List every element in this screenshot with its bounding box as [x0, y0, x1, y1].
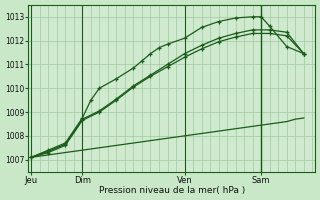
X-axis label: Pression niveau de la mer( hPa ): Pression niveau de la mer( hPa ): [99, 186, 245, 195]
